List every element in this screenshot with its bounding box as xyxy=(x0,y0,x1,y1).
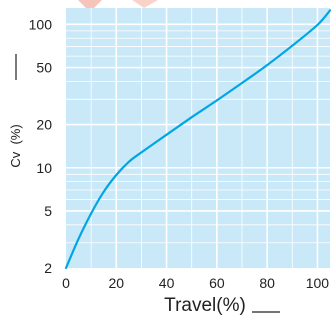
x-tick-label: 60 xyxy=(209,275,225,291)
y-axis-ticks: 2 5 10 20 50 100 xyxy=(29,16,53,276)
x-tick-label: 40 xyxy=(159,275,175,291)
x-tick-label: 80 xyxy=(259,275,275,291)
x-axis-label: Travel(%) xyxy=(164,295,246,316)
y-tick-label: 100 xyxy=(29,16,53,32)
x-tick-label: 100 xyxy=(306,275,330,291)
y-tick-label: 50 xyxy=(36,60,52,76)
y-tick-label: 20 xyxy=(36,117,52,133)
y-tick-label: 5 xyxy=(44,203,52,219)
y-tick-label: 10 xyxy=(36,160,52,176)
y-tick-label: 2 xyxy=(44,260,52,276)
x-tick-label: 20 xyxy=(108,275,124,291)
y-axis-label: Cv (%) xyxy=(8,124,23,167)
series-line xyxy=(64,9,332,270)
grid xyxy=(66,8,330,268)
x-axis-ticks: 0 20 40 60 80 100 xyxy=(62,275,329,291)
x-tick-label: 0 xyxy=(62,275,70,291)
